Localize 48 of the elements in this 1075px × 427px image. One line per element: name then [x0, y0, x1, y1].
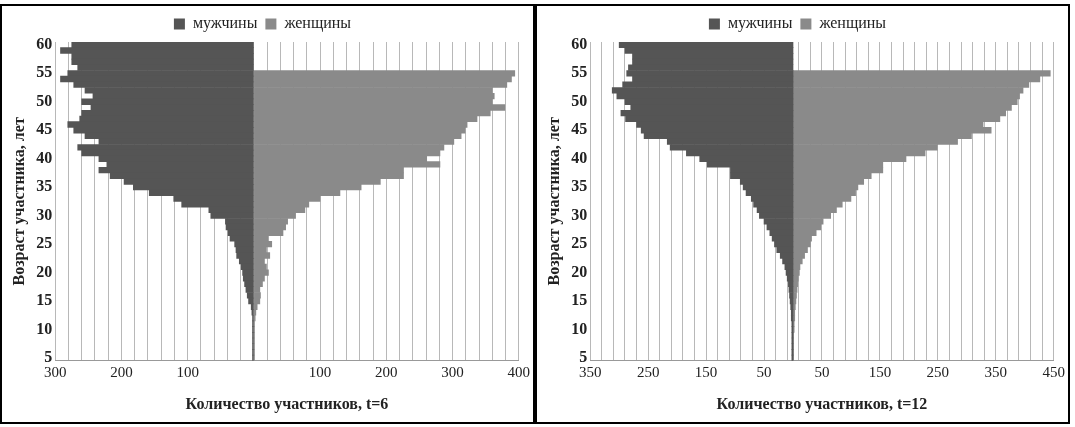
x-tick-label: 50	[756, 363, 772, 380]
x-tick-label: 350	[984, 363, 1008, 380]
x-tick-label: 300	[43, 363, 67, 380]
x-tick-label: 400	[507, 363, 530, 380]
x-tick-label: 100	[176, 363, 199, 380]
y-tick-label: 30	[36, 205, 53, 223]
y-tick-label: 25	[571, 234, 588, 252]
legend-label: женщины	[818, 14, 887, 33]
x-tick-label: 50	[814, 363, 830, 380]
y-tick-label: 45	[571, 120, 588, 138]
y-tick-label: 20	[36, 262, 53, 280]
y-tick-label: 5	[579, 348, 588, 366]
y-tick-label: 50	[571, 91, 588, 109]
x-tick-label: 250	[636, 363, 660, 380]
x-tick-label: 200	[375, 363, 398, 380]
y-tick-label: 35	[571, 177, 588, 195]
y-axis-title: Возраст участника, лет	[9, 117, 28, 286]
y-tick-label: 40	[571, 148, 588, 166]
x-tick-label: 150	[868, 363, 892, 380]
y-tick-label: 20	[571, 262, 588, 280]
x-axis-title: Количество участников, t=6	[185, 394, 389, 413]
y-tick-label: 40	[36, 148, 53, 166]
x-tick-label: 350	[578, 363, 602, 380]
y-tick-label: 10	[36, 319, 53, 337]
y-tick-label: 35	[36, 177, 53, 195]
x-tick-label: 300	[441, 363, 464, 380]
x-axis-title: Количество участников, t=12	[716, 394, 928, 413]
y-tick-label: 25	[36, 234, 53, 252]
y-tick-label: 60	[571, 34, 588, 52]
x-tick-label: 150	[694, 363, 718, 380]
y-tick-label: 45	[36, 120, 53, 138]
y-tick-label: 10	[571, 319, 588, 337]
legend-label: женщины	[283, 14, 352, 33]
y-tick-label: 60	[36, 34, 53, 52]
x-tick-label: 200	[110, 363, 133, 380]
x-tick-label: 250	[926, 363, 950, 380]
y-tick-label: 5	[44, 348, 53, 366]
y-tick-label: 55	[36, 63, 53, 81]
y-axis-title: Возраст участника, лет	[544, 117, 563, 286]
y-tick-label: 15	[571, 291, 588, 309]
y-tick-label: 30	[571, 205, 588, 223]
x-tick-label: 450	[1042, 363, 1065, 380]
y-tick-label: 55	[571, 63, 588, 81]
legend-label: мужчины	[727, 14, 793, 33]
y-tick-label: 15	[36, 291, 53, 309]
x-tick-label: 100	[308, 363, 332, 380]
legend-label: мужчины	[192, 14, 258, 33]
y-tick-label: 50	[36, 91, 53, 109]
